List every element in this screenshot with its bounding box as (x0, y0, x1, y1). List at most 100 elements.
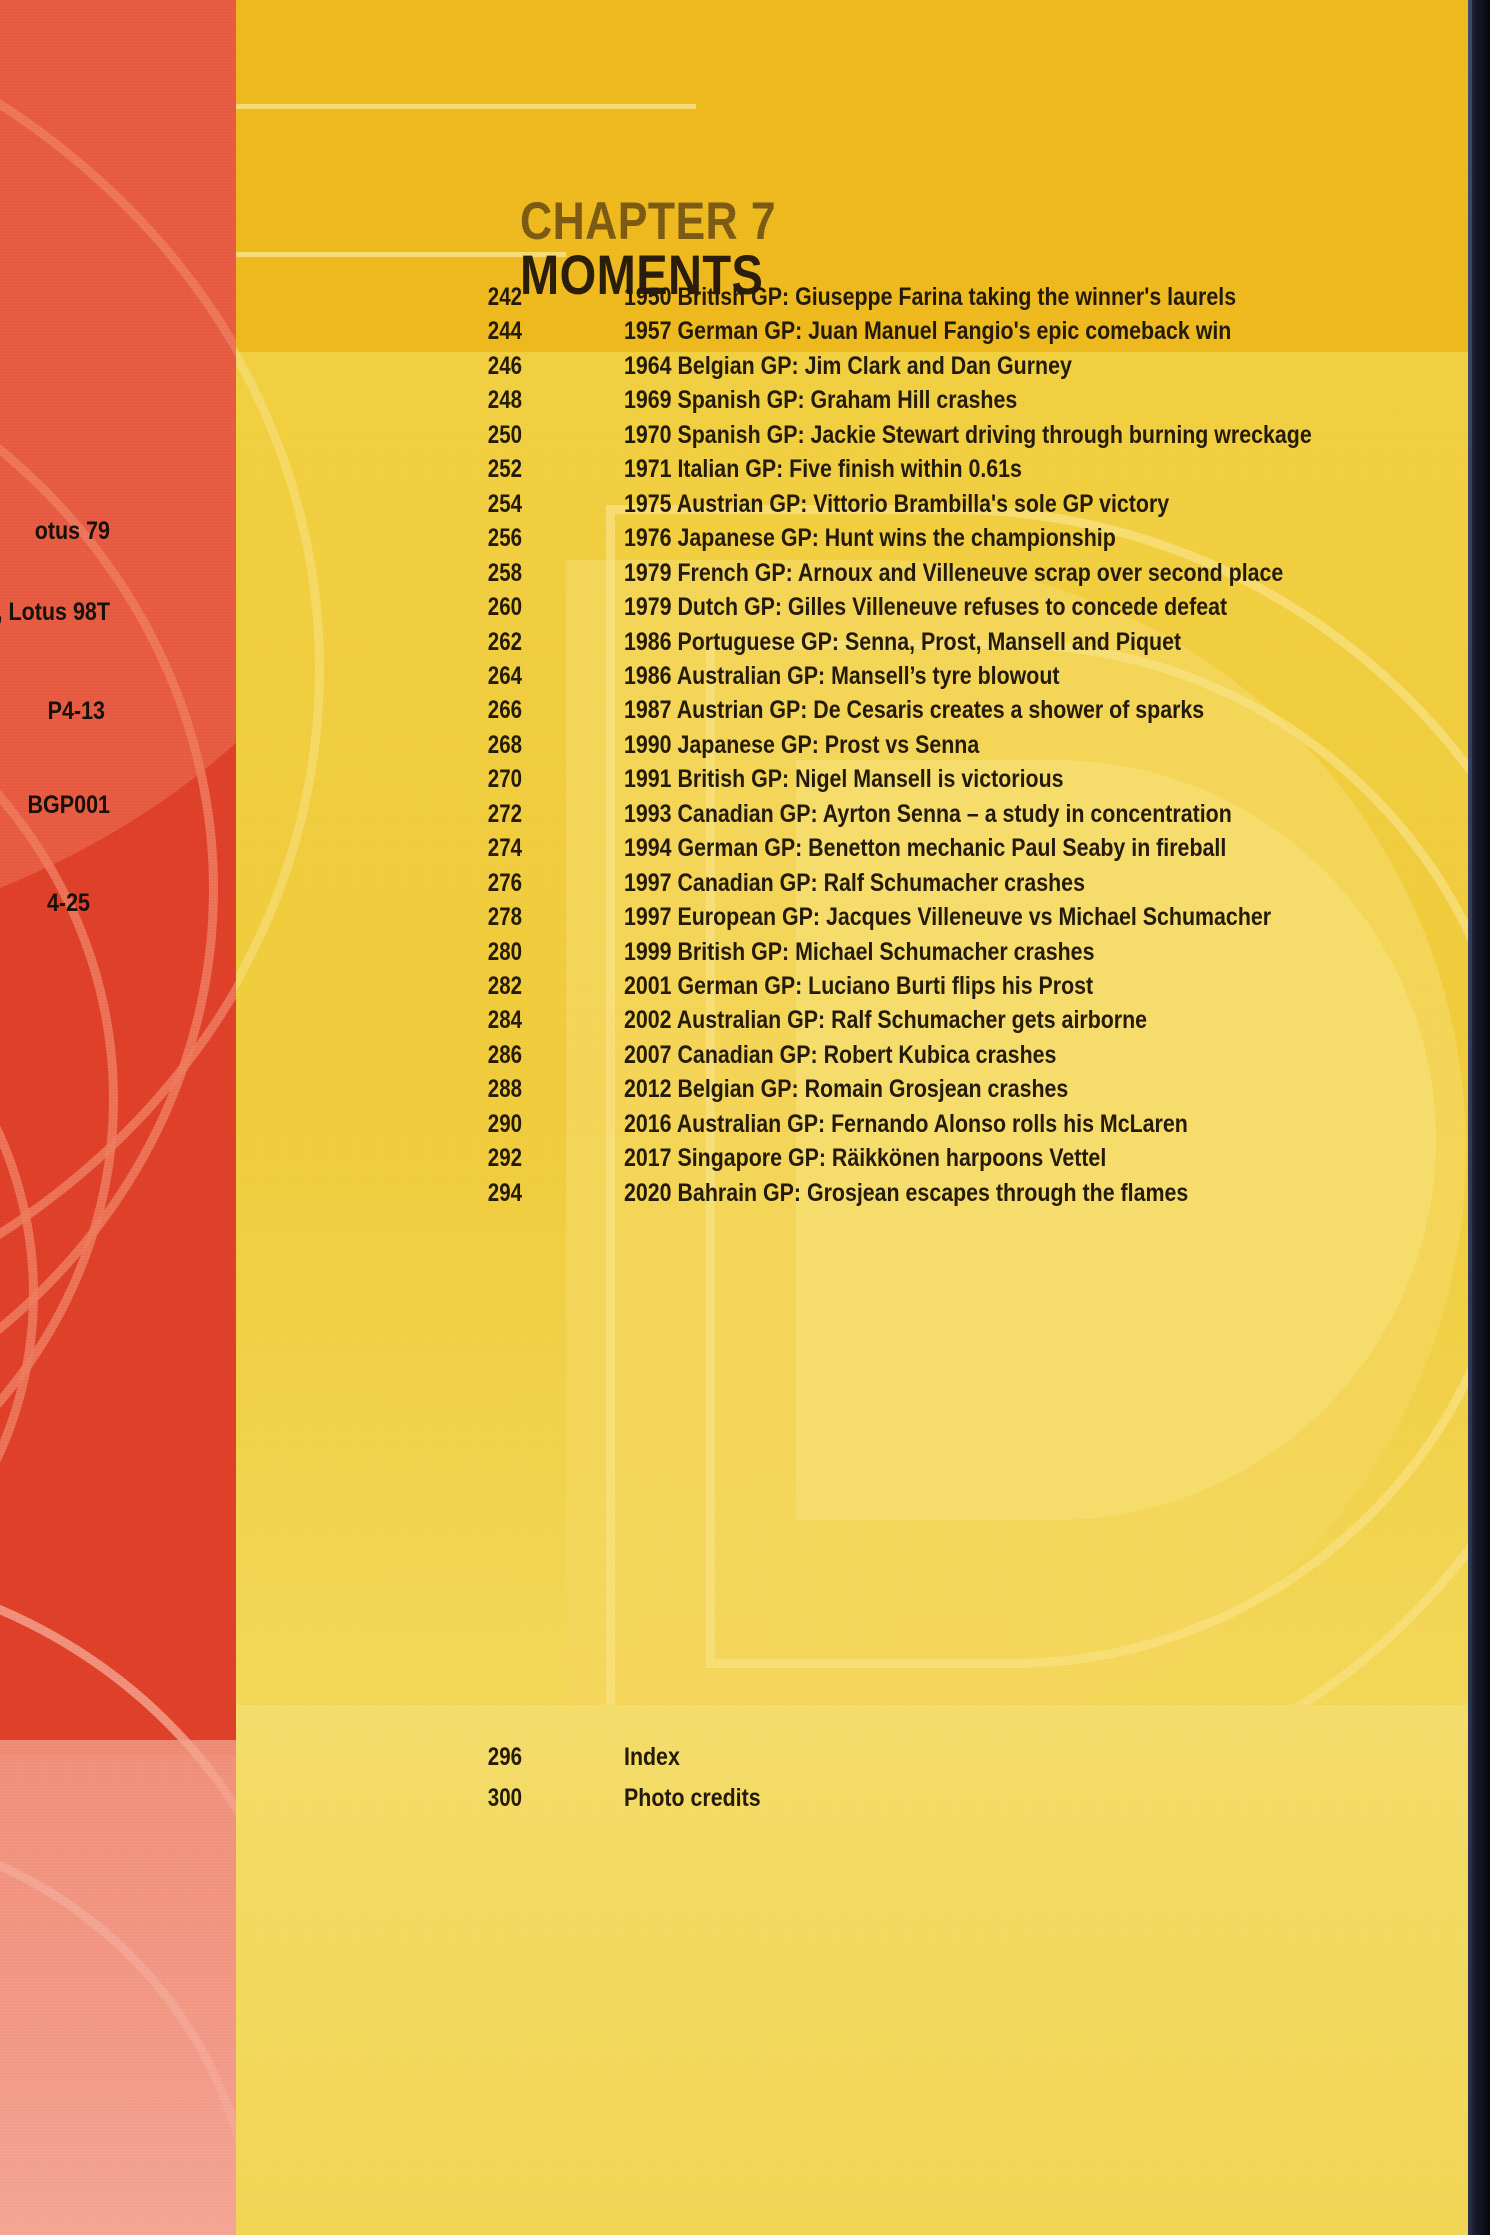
yellow-hairpin-core (796, 760, 1436, 1520)
toc-row[interactable]: 262 1986 Portuguese GP: Senna, Prost, Man… (0, 628, 1440, 662)
toc-entry-title: 1979 French GP: Arnoux and Villeneuve sc… (624, 558, 1284, 587)
toc-page-number: 244 (487, 317, 522, 346)
toc-row[interactable]: 258 1979 French GP: Arnoux and Villeneuve… (0, 559, 1440, 593)
left-fragment-4: 4-25 (46, 889, 90, 917)
toc-page-number: 246 (487, 351, 522, 380)
book-spine-glint (1468, 0, 1472, 2235)
chapter-heading: Chapter 7 Moments (520, 192, 1120, 303)
toc-page-number: 268 (487, 730, 522, 759)
toc-entry-title: 1994 German GP: Benetton mechanic Paul S… (624, 834, 1227, 863)
toc-page-number: 270 (487, 765, 522, 794)
toc-page-number: 266 (487, 696, 522, 725)
toc-page-number: 296 (487, 1743, 522, 1771)
toc-row[interactable]: 264 1986 Australian GP: Mansell’s tyre bl… (0, 662, 1440, 696)
toc-entry-title: 1987 Austrian GP: De Cesaris creates a s… (624, 696, 1205, 725)
toc-row[interactable]: 290 2016 Australian GP: Fernando Alonso r… (0, 1110, 1440, 1144)
toc-entry-title: 1964 Belgian GP: Jim Clark and Dan Gurne… (624, 351, 1072, 380)
left-fragment-3: BGP001 (27, 791, 110, 819)
toc-entry-title: 1991 British GP: Nigel Mansell is victor… (624, 765, 1064, 794)
toc-row[interactable]: 278 1997 European GP: Jacques Villeneuve … (0, 903, 1440, 937)
toc-row[interactable]: 280 1999 British GP: Michael Schumacher c… (0, 938, 1440, 972)
toc-row[interactable]: 268 1990 Japanese GP: Prost vs Senna (0, 731, 1440, 765)
toc-entry-title: 2012 Belgian GP: Romain Grosjean crashes (624, 1075, 1069, 1104)
toc-page-number: 280 (487, 937, 522, 966)
toc-entry-title: 2016 Australian GP: Fernando Alonso roll… (624, 1109, 1188, 1138)
toc-row[interactable]: 284 2002 Australian GP: Ralf Schumacher g… (0, 1006, 1440, 1040)
toc-page-number: 254 (487, 489, 522, 518)
left-rule-1 (0, 1092, 58, 1094)
toc-row[interactable]: 242 1950 British GP: Giuseppe Farina taki… (0, 283, 1440, 317)
toc-page-number: 252 (487, 455, 522, 484)
toc-page-number: 256 (487, 524, 522, 553)
toc-page-number: 262 (487, 627, 522, 656)
toc-page-number: 282 (487, 972, 522, 1000)
book-spine-edge (1468, 0, 1490, 2235)
toc-page-number: 278 (487, 903, 522, 932)
toc-entry-title: 1969 Spanish GP: Graham Hill crashes (624, 386, 1018, 415)
yellow-bottom-band (236, 1705, 1468, 2235)
left-rule-0 (0, 1000, 58, 1002)
toc-entry-title: 1971 Italian GP: Five finish within 0.61… (624, 455, 1022, 484)
toc-page-number: 288 (487, 1075, 522, 1104)
toc-page-number: 242 (487, 283, 522, 311)
toc-row[interactable]: 300 Photo credits (0, 1784, 1440, 1818)
toc-entry-title: 1986 Portuguese GP: Senna, Prost, Mansel… (624, 627, 1182, 656)
yellow-hairline-lower (236, 252, 566, 257)
toc-entry-title: Index (624, 1743, 680, 1771)
toc-entry-title: 2007 Canadian GP: Robert Kubica crashes (624, 1040, 1057, 1069)
toc-page-number: 260 (487, 593, 522, 622)
toc-row[interactable]: 272 1993 Canadian GP: Ayrton Senna – a st… (0, 800, 1440, 834)
toc-page-number: 286 (487, 1040, 522, 1069)
toc-row[interactable]: 276 1997 Canadian GP: Ralf Schumacher cra… (0, 869, 1440, 903)
toc-entry-title: 2017 Singapore GP: Räikkönen harpoons Ve… (624, 1144, 1107, 1173)
toc-page-number: 272 (487, 799, 522, 828)
chapter-number: Chapter 7 (520, 192, 777, 251)
toc-page-number: 250 (487, 420, 522, 449)
toc-row[interactable]: 274 1994 German GP: Benetton mechanic Pau… (0, 834, 1440, 868)
toc-row[interactable]: 286 2007 Canadian GP: Robert Kubica crash… (0, 1041, 1440, 1075)
toc-entry-title: 1975 Austrian GP: Vittorio Brambilla's s… (624, 489, 1170, 518)
toc-row[interactable]: 294 2020 Bahrain GP: Grosjean escapes thr… (0, 1179, 1440, 1213)
toc-row[interactable]: 252 1971 Italian GP: Five finish within 0… (0, 455, 1440, 489)
toc-entry-title: 1986 Australian GP: Mansell’s tyre blowo… (624, 661, 1060, 690)
right-yellow-page (236, 0, 1468, 2235)
toc-entry-title: 1997 Canadian GP: Ralf Schumacher crashe… (624, 868, 1085, 897)
toc-entry-title: 1957 German GP: Juan Manuel Fangio's epi… (624, 317, 1232, 346)
toc-row[interactable]: 260 1979 Dutch GP: Gilles Villeneuve refu… (0, 593, 1440, 627)
toc-entry-title: 2001 German GP: Luciano Burti flips his … (624, 972, 1094, 1000)
toc-row[interactable]: 254 1975 Austrian GP: Vittorio Brambilla'… (0, 490, 1440, 524)
toc-row[interactable]: 248 1969 Spanish GP: Graham Hill crashes (0, 386, 1440, 420)
toc-entry-title: 1950 British GP: Giuseppe Farina taking … (624, 283, 1237, 311)
toc-entry-title: 1997 European GP: Jacques Villeneuve vs … (624, 903, 1272, 932)
toc-row[interactable]: 270 1991 British GP: Nigel Mansell is vic… (0, 765, 1440, 799)
toc-row[interactable]: 256 1976 Japanese GP: Hunt wins the champ… (0, 524, 1440, 558)
toc-page-number: 276 (487, 868, 522, 897)
toc-entry-title: 1976 Japanese GP: Hunt wins the champion… (624, 524, 1116, 553)
toc-row[interactable]: 282 2001 German GP: Luciano Burti flips h… (0, 972, 1440, 1006)
toc-entry-title: 2020 Bahrain GP: Grosjean escapes throug… (624, 1178, 1189, 1207)
left-fragment-0: otus 79 (34, 517, 110, 545)
toc-row[interactable]: 288 2012 Belgian GP: Romain Grosjean cras… (0, 1075, 1440, 1109)
toc-page-number: 290 (487, 1109, 522, 1138)
toc-page-number: 274 (487, 834, 522, 863)
yellow-top-band (236, 0, 1468, 352)
toc-entry-title: 1979 Dutch GP: Gilles Villeneuve refuses… (624, 593, 1228, 622)
toc-entry-title: 1993 Canadian GP: Ayrton Senna – a study… (624, 799, 1232, 828)
left-red-page (0, 0, 236, 2235)
toc-row[interactable]: 246 1964 Belgian GP: Jim Clark and Dan Gu… (0, 352, 1440, 386)
left-fragment-1: 2, Lotus 98T (0, 598, 110, 626)
toc-entry-title: 1990 Japanese GP: Prost vs Senna (624, 730, 980, 759)
left-fragment-2: P4-13 (47, 697, 105, 725)
toc-row[interactable]: 292 2017 Singapore GP: Räikkönen harpoons… (0, 1144, 1440, 1178)
toc-row[interactable]: 296 Index (0, 1743, 1440, 1777)
toc-row[interactable]: 244 1957 German GP: Juan Manuel Fangio's … (0, 317, 1440, 351)
toc-page-number: 258 (487, 558, 522, 587)
toc-entry-title: 2002 Australian GP: Ralf Schumacher gets… (624, 1006, 1148, 1035)
toc-entry-title: 1970 Spanish GP: Jackie Stewart driving … (624, 420, 1312, 449)
toc-row[interactable]: 250 1970 Spanish GP: Jackie Stewart drivi… (0, 421, 1440, 455)
toc-page-number: 300 (487, 1784, 522, 1812)
toc-page-number: 292 (487, 1144, 522, 1173)
toc-row[interactable]: 266 1987 Austrian GP: De Cesaris creates … (0, 696, 1440, 730)
